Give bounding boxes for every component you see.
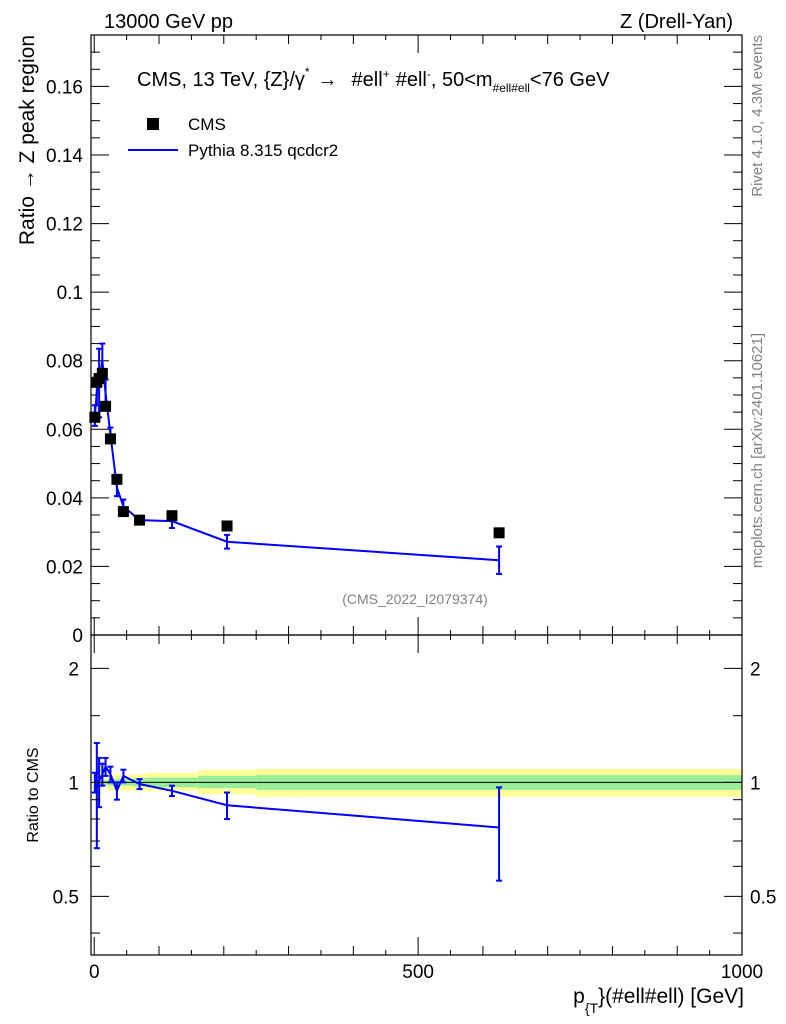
main-ytick-label: 0.02 — [46, 557, 83, 578]
ratio-ytick-label: 0.5 — [53, 887, 79, 908]
main-plot-title: CMS, 13 TeV, {Z}/γ* → #ell+ #ell-, 50<m#ell… — [137, 65, 610, 95]
legend: CMS Pythia 8.315 qcdcr2 — [128, 115, 338, 160]
analysis-watermark: (CMS_2022_I2079374) — [342, 591, 488, 607]
title-mass-sub: #ell#ell — [493, 81, 530, 95]
source-info: mcplots.cern.ch [arXiv:2401.10621] — [749, 333, 766, 568]
cms-data-point — [221, 520, 233, 532]
title-prefix: CMS, 13 TeV, {Z}/γ — [137, 69, 305, 91]
ratio-xtick-label: 1000 — [721, 962, 763, 983]
main-ytick-labels: 0 0.02 0.04 0.06 0.08 0.1 0.12 0.14 0.16 — [46, 77, 83, 647]
x-label-p: p — [573, 985, 585, 1008]
ratio-panel-frame — [90, 634, 743, 956]
main-ytick-label: 0.04 — [46, 489, 83, 510]
cms-data-point — [104, 433, 116, 445]
ratio-xtick-labels: 0 500 1000 — [89, 962, 763, 983]
legend-cms-marker — [147, 118, 159, 130]
main-mc-series — [91, 342, 503, 575]
ratio-ytick-label-right: 2 — [750, 659, 761, 680]
main-ytick-label: 0.1 — [57, 283, 83, 304]
header-process: Z (Drell-Yan) — [620, 11, 733, 33]
ratio-ytick-labels: 0.5 0.5 1 1 2 2 — [53, 659, 777, 908]
main-ylabel: Ratio → Z peak region — [16, 35, 39, 245]
ratio-ytick-label: 2 — [68, 659, 79, 680]
title-minus: - — [427, 67, 431, 81]
main-data-series — [89, 367, 505, 539]
ratio-mc-series — [91, 742, 503, 882]
legend-pythia-label: Pythia 8.315 qcdcr2 — [188, 141, 338, 160]
ratio-uncertainty-bands — [94, 768, 742, 797]
main-ytick-label: 0.14 — [46, 146, 83, 167]
header-energy: 13000 GeV pp — [104, 11, 233, 33]
title-mass-tail: <76 GeV — [530, 69, 610, 91]
main-axis-ticks — [91, 35, 743, 636]
cms-data-point — [166, 510, 178, 522]
ratio-ytick-label: 1 — [68, 773, 79, 794]
main-ytick-label: 0 — [72, 626, 83, 647]
main-ytick-label: 0.12 — [46, 215, 83, 236]
main-mc-line — [93, 360, 500, 562]
main-ytick-label: 0.08 — [46, 352, 83, 373]
ratio-xtick-label: 0 — [89, 962, 100, 983]
title-arrow: → — [318, 69, 338, 91]
x-label-rest: }(#ell#ell) [GeV] — [598, 985, 744, 1008]
legend-cms-label: CMS — [188, 115, 226, 134]
ratio-ylabel: Ratio to CMS — [25, 747, 42, 842]
main-ytick-label: 0.06 — [46, 420, 83, 441]
cms-data-point — [117, 506, 129, 518]
cms-data-point — [493, 527, 505, 539]
cms-data-point — [96, 367, 108, 379]
cms-data-point — [89, 411, 101, 423]
ratio-axis-ticks — [91, 635, 743, 955]
cms-data-point — [134, 514, 146, 526]
ratio-xtick-label: 500 — [402, 962, 434, 983]
cms-data-point — [100, 400, 112, 412]
title-star: * — [305, 65, 310, 79]
title-mass: , 50<m — [431, 69, 493, 91]
ratio-ytick-label-right: 0.5 — [750, 887, 776, 908]
cms-data-point — [111, 473, 123, 485]
x-axis-label: p{T}(#ell#ell) [GeV] — [573, 985, 744, 1016]
ratio-ytick-label-right: 1 — [750, 773, 761, 794]
title-plus: + — [383, 67, 390, 81]
main-ytick-label: 0.16 — [46, 77, 83, 98]
x-label-sub: {T — [585, 1000, 599, 1016]
title-lepton-2: #ell — [396, 69, 427, 91]
rivet-info: Rivet 4.1.0, 4.3M events — [749, 35, 766, 197]
title-lepton-1: #ell — [352, 69, 383, 91]
